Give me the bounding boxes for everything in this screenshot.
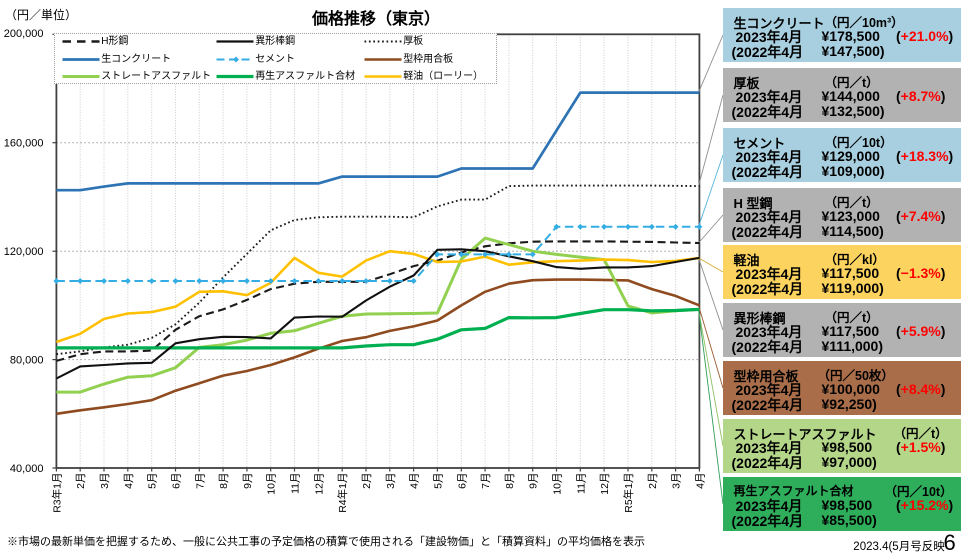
svg-text:10月: 10月 <box>266 473 278 495</box>
svg-text:2月: 2月 <box>361 473 373 489</box>
svg-text:2月: 2月 <box>647 473 659 489</box>
svg-text:3月: 3月 <box>99 473 111 489</box>
svg-text:11月: 11月 <box>290 473 302 494</box>
svg-text:12月: 12月 <box>599 473 611 495</box>
svg-text:8月: 8月 <box>218 473 230 489</box>
svg-text:R5年1月: R5年1月 <box>622 473 635 513</box>
svg-text:R4年1月: R4年1月 <box>336 473 349 513</box>
svg-text:4月: 4月 <box>694 473 706 489</box>
svg-text:12月: 12月 <box>313 473 325 495</box>
svg-text:3月: 3月 <box>385 473 397 489</box>
svg-text:価格推移（東京）: 価格推移（東京） <box>311 9 440 28</box>
svg-text:200,000: 200,000 <box>4 28 44 40</box>
svg-text:10月: 10月 <box>552 473 564 495</box>
svg-text:11月: 11月 <box>575 473 587 494</box>
svg-text:120,000: 120,000 <box>4 246 44 258</box>
svg-text:7月: 7月 <box>480 473 492 489</box>
svg-text:4月: 4月 <box>123 473 135 489</box>
svg-text:8月: 8月 <box>504 473 516 489</box>
svg-text:9月: 9月 <box>242 473 254 489</box>
svg-text:6月: 6月 <box>456 473 468 489</box>
svg-text:（円／単位）: （円／単位） <box>5 7 77 22</box>
svg-text:6月: 6月 <box>171 473 183 489</box>
svg-text:R3年1月: R3年1月 <box>50 473 63 513</box>
svg-text:80,000: 80,000 <box>10 355 44 367</box>
svg-text:40,000: 40,000 <box>10 463 44 475</box>
svg-text:4月: 4月 <box>409 473 421 489</box>
svg-text:3月: 3月 <box>671 473 683 489</box>
svg-text:7月: 7月 <box>194 473 206 489</box>
svg-text:160,000: 160,000 <box>4 138 44 150</box>
svg-text:5月: 5月 <box>432 473 444 489</box>
svg-text:9月: 9月 <box>528 473 540 489</box>
svg-text:5月: 5月 <box>147 473 159 489</box>
svg-text:2月: 2月 <box>75 473 87 489</box>
